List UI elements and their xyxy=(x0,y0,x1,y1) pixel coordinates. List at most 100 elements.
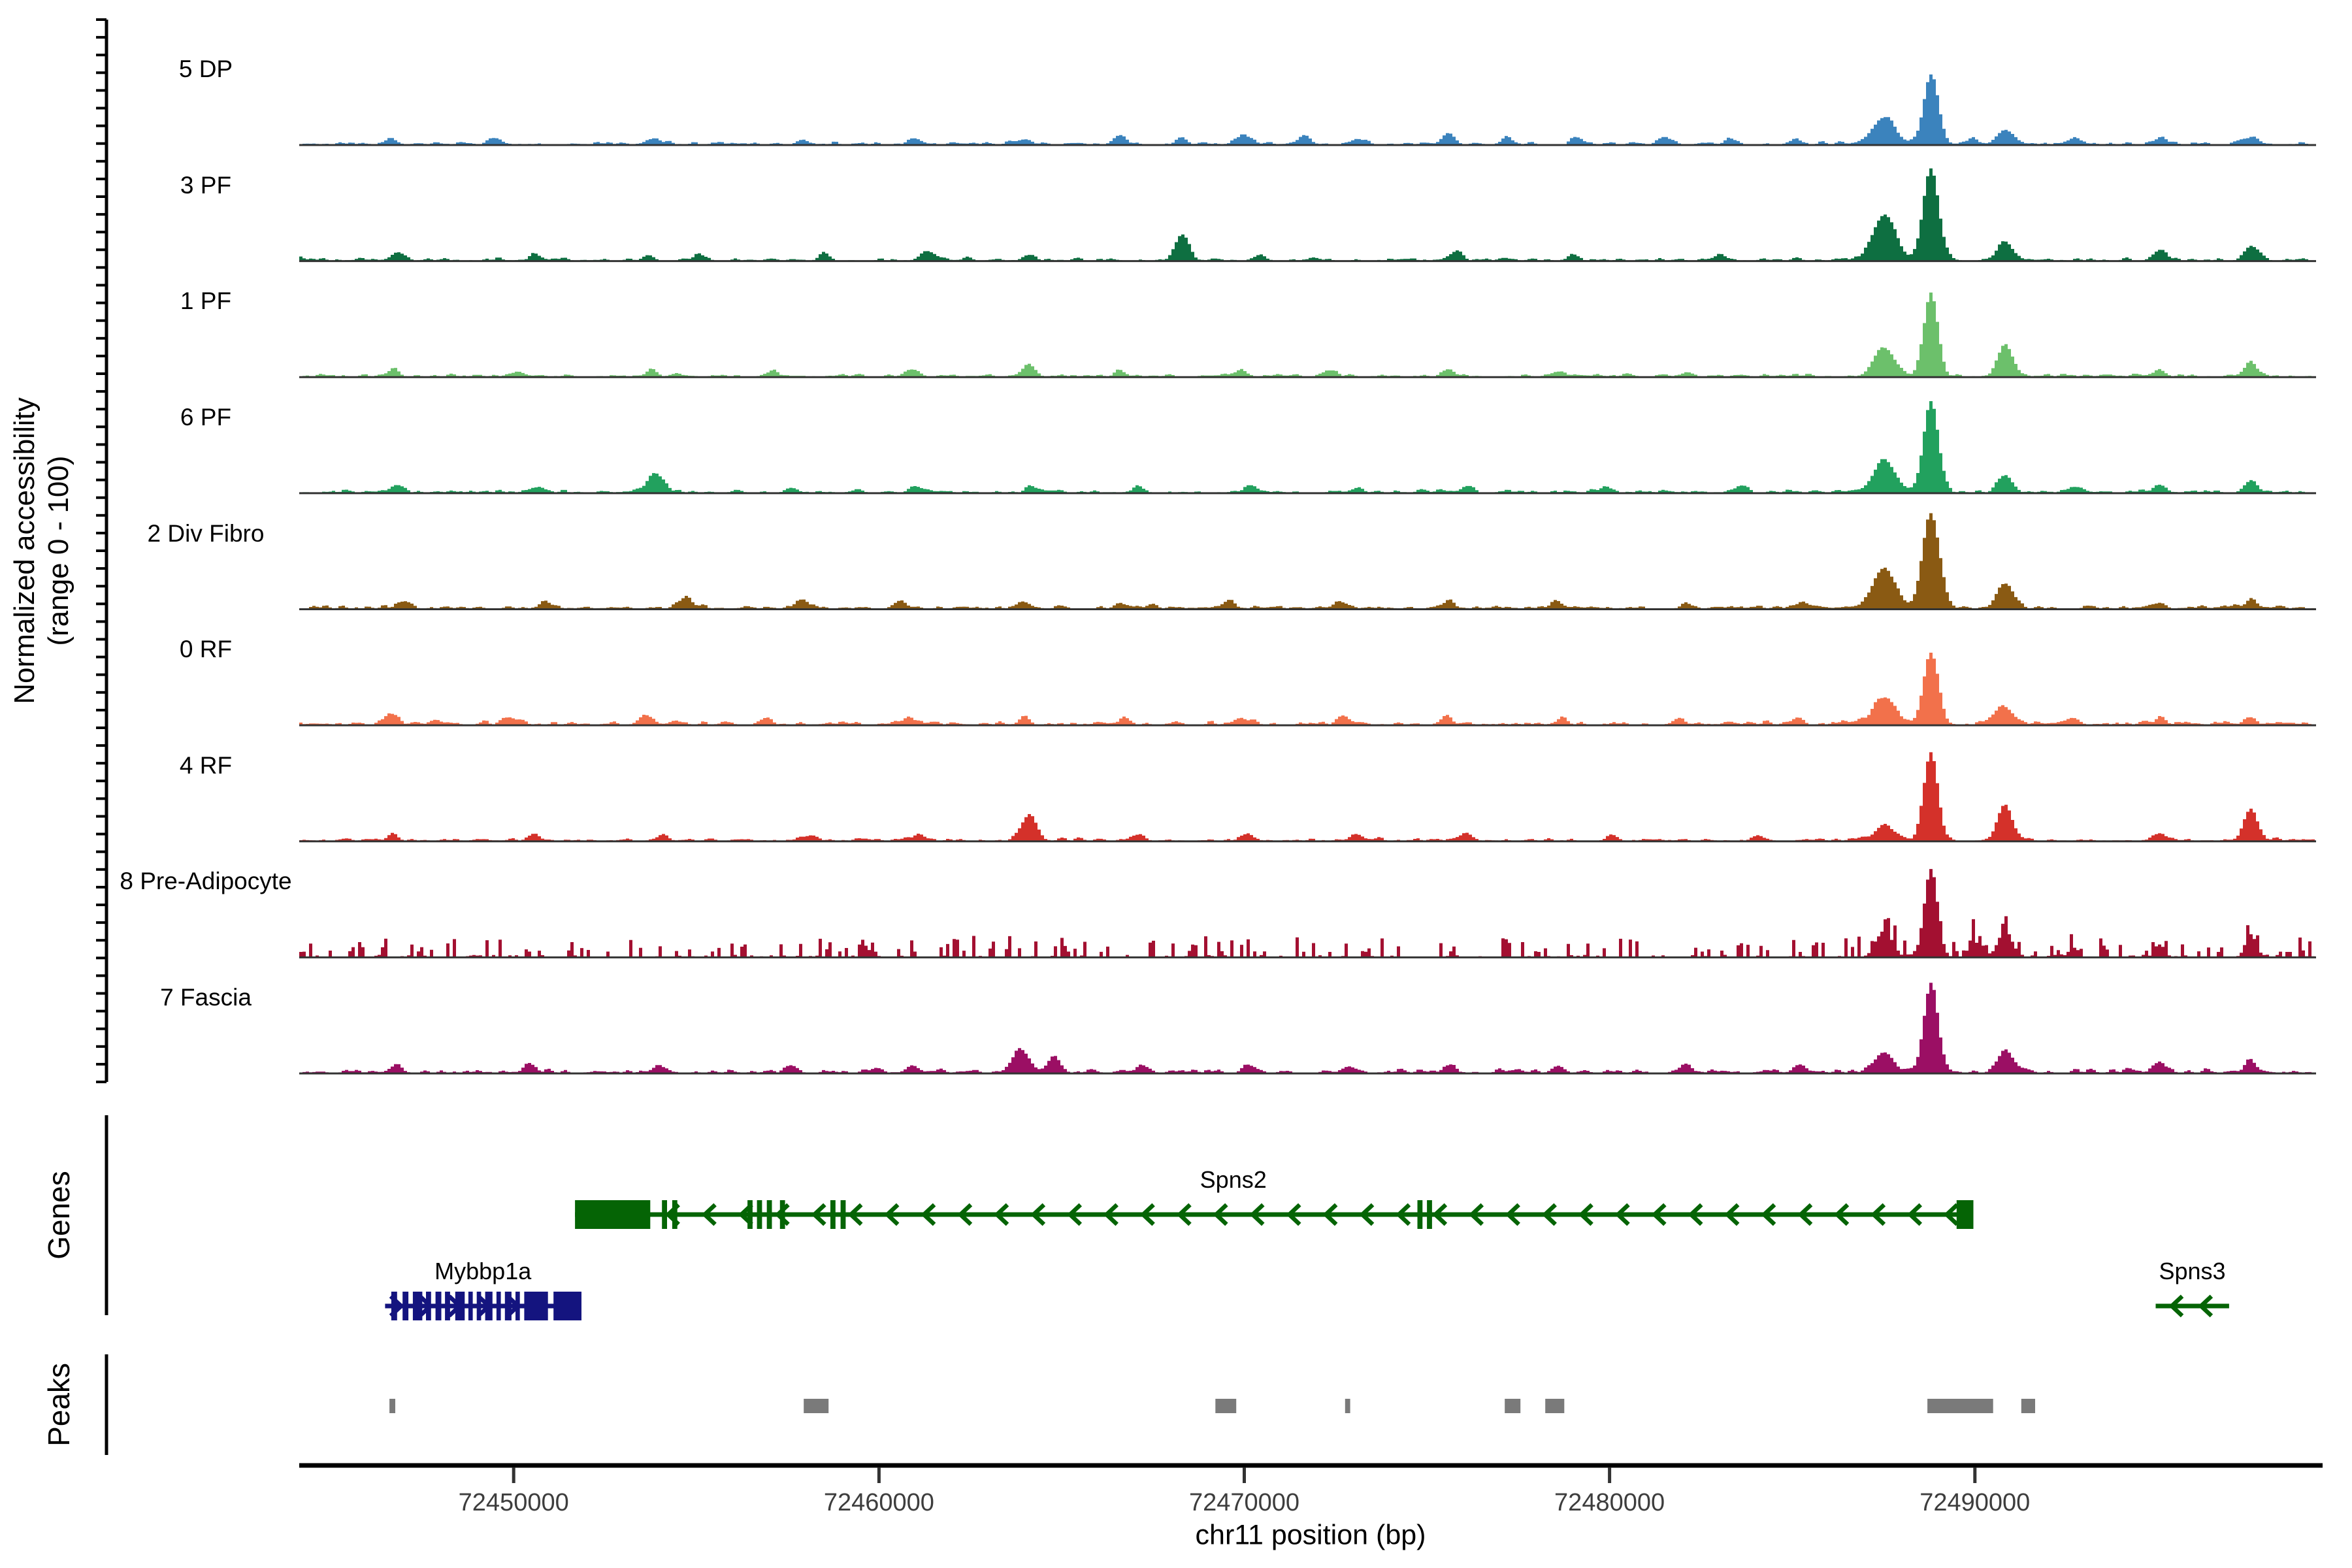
strand-direction-arrow-icon xyxy=(1688,1203,1703,1226)
strand-direction-arrow-icon xyxy=(1907,1203,1923,1226)
track-label-4-rf: 4 RF xyxy=(180,752,232,779)
track-label-6-pf: 6 PF xyxy=(180,404,231,431)
strand-direction-arrow-icon xyxy=(1139,1203,1155,1226)
track-label-3-pf: 3 PF xyxy=(180,172,231,199)
strand-direction-arrow-icon xyxy=(1286,1203,1301,1226)
coverage-track-0-rf: 0 RF xyxy=(180,636,2316,727)
strand-direction-arrow-icon xyxy=(1834,1203,1850,1226)
strand-direction-arrow-icon xyxy=(1870,1203,1886,1226)
gene-label-spns3: Spns3 xyxy=(2159,1258,2225,1284)
strand-direction-arrow-icon xyxy=(701,1203,717,1226)
peak-region-box xyxy=(1215,1399,1237,1413)
track-label-0-rf: 0 RF xyxy=(180,636,232,662)
coverage-area-8-pre-adipocyte xyxy=(299,869,2315,958)
strand-direction-arrow-icon xyxy=(1103,1203,1119,1226)
gene-exon xyxy=(496,1292,501,1320)
gene-exon xyxy=(757,1200,762,1229)
gene-exon xyxy=(515,1292,520,1320)
gene-exon xyxy=(553,1292,581,1320)
coverage-area-0-rf xyxy=(299,653,2315,726)
gene-exon xyxy=(840,1200,846,1229)
gene-exon xyxy=(468,1292,473,1320)
gene-exon xyxy=(1417,1200,1423,1229)
gene-label-mybbp1a: Mybbp1a xyxy=(434,1258,532,1284)
track-label-7-fascia: 7 Fascia xyxy=(160,984,252,1011)
gene-exon xyxy=(779,1200,785,1229)
peak-region-box xyxy=(1345,1399,1350,1413)
coverage-track-7-fascia: 7 Fascia xyxy=(160,983,2316,1075)
strand-direction-arrow-icon xyxy=(1469,1203,1484,1226)
gene-exon xyxy=(830,1200,836,1229)
coverage-area-2-div-fibro xyxy=(299,513,2315,610)
coverage-area-6-pf xyxy=(299,401,2315,493)
gene-exon xyxy=(504,1292,512,1320)
gene-exon xyxy=(445,1292,450,1320)
strand-direction-arrow-icon xyxy=(1761,1203,1776,1226)
strand-direction-arrow-icon xyxy=(2168,1294,2184,1318)
coverage-track-6-pf: 6 PF xyxy=(180,401,2316,495)
x-axis: 72450000 72460000 72470000 72480000 72490000 xyxy=(299,1463,2323,1516)
gene-exon xyxy=(747,1200,753,1229)
strand-direction-arrow-icon xyxy=(811,1203,826,1226)
genes-track: Spns2 Mybbp1a Spns3 xyxy=(105,1115,2229,1320)
x-axis-title: chr11 position (bp) xyxy=(1195,1519,1426,1551)
gene-exon xyxy=(524,1292,548,1320)
strand-direction-arrow-icon xyxy=(1176,1203,1192,1226)
gene-exon xyxy=(1956,1200,1974,1229)
x-axis-tick-label: 72480000 xyxy=(1554,1489,1665,1516)
strand-direction-arrow-icon xyxy=(2198,1294,2213,1318)
peaks-section-label: Peaks xyxy=(41,1363,76,1446)
strand-direction-arrow-icon xyxy=(1359,1203,1375,1226)
coverage-area-5-dp xyxy=(299,74,2315,145)
strand-direction-arrow-icon xyxy=(1943,1203,1959,1226)
gene-exon xyxy=(766,1200,772,1229)
track-label-2-div-fibro: 2 Div Fibro xyxy=(148,520,265,547)
gene-exon xyxy=(662,1200,667,1229)
y-axis-label-line1: Normalized accessibility xyxy=(8,397,41,704)
y-axis-label-line2: (range 0 - 100) xyxy=(42,455,74,646)
strand-direction-arrow-icon xyxy=(1541,1203,1557,1226)
track-label-1-pf: 1 PF xyxy=(180,287,231,314)
strand-direction-arrow-icon xyxy=(994,1203,1009,1226)
x-axis-tick-label: 72450000 xyxy=(459,1489,569,1516)
gene-exon xyxy=(1427,1200,1432,1229)
gene-exon xyxy=(426,1292,431,1320)
x-axis-tick-label: 72490000 xyxy=(1919,1489,2030,1516)
strand-direction-arrow-icon xyxy=(1651,1203,1667,1226)
strand-direction-arrow-icon xyxy=(1797,1203,1813,1226)
strand-direction-arrow-icon xyxy=(1213,1203,1228,1226)
gene-exon xyxy=(412,1292,423,1320)
peak-region-box xyxy=(1505,1399,1521,1413)
coverage-track-2-div-fibro: 2 Div Fibro xyxy=(148,513,2316,610)
genes-section-label: Genes xyxy=(41,1171,76,1260)
strand-direction-arrow-icon xyxy=(1578,1203,1593,1226)
track-label-8-pre-adipocyte: 8 Pre-Adipocyte xyxy=(120,868,291,894)
peaks-track xyxy=(105,1354,2035,1455)
gene-exon xyxy=(435,1292,442,1320)
coverage-track-5-dp: 5 DP xyxy=(179,56,2316,146)
strand-direction-arrow-icon xyxy=(1505,1203,1520,1226)
gene-label-spns2: Spns2 xyxy=(1200,1166,1267,1193)
coverage-area-4-rf xyxy=(299,752,2315,841)
peak-region-box xyxy=(804,1399,829,1413)
strand-direction-arrow-icon xyxy=(884,1203,900,1226)
gene-exon xyxy=(391,1292,397,1320)
strand-direction-arrow-icon xyxy=(1614,1203,1630,1226)
gene-spns2: Spns2 xyxy=(575,1166,1974,1229)
strand-direction-arrow-icon xyxy=(1432,1203,1448,1226)
gene-exon xyxy=(485,1292,493,1320)
coverage-track-4-rf: 4 RF xyxy=(180,752,2316,843)
coverage-area-3-pf xyxy=(299,168,2315,261)
gene-exon xyxy=(575,1200,651,1229)
gene-exon xyxy=(402,1292,409,1320)
strand-direction-arrow-icon xyxy=(921,1203,936,1226)
x-axis-tick-label: 72470000 xyxy=(1189,1489,1299,1516)
strand-direction-arrow-icon xyxy=(957,1203,973,1226)
gene-spns3: Spns3 xyxy=(2155,1258,2229,1318)
strand-direction-arrow-icon xyxy=(1322,1203,1338,1226)
x-axis-tick-label: 72460000 xyxy=(824,1489,934,1516)
strand-direction-arrow-icon xyxy=(1724,1203,1740,1226)
strand-direction-arrow-icon xyxy=(1067,1203,1083,1226)
coverage-track-8-pre-adipocyte: 8 Pre-Adipocyte xyxy=(120,868,2316,958)
